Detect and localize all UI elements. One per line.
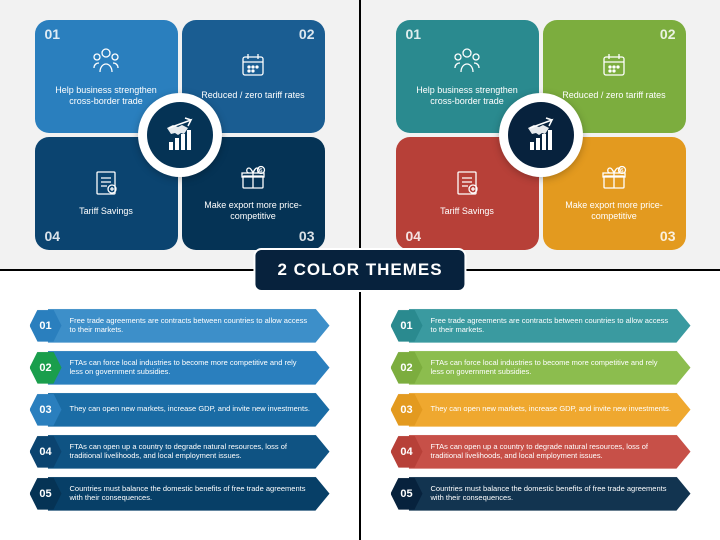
card-number: 04 [45, 228, 61, 244]
gift-icon: $ [239, 165, 267, 196]
list-item: 03 They can open new markets, increase G… [30, 392, 330, 428]
panel-top-multi: 01 Help business strengthen cross-border… [361, 0, 720, 269]
arrow-text: They can open new markets, increase GDP,… [409, 393, 691, 427]
invoice-icon [454, 169, 480, 202]
arrow-text: FTAs can force local industries to becom… [48, 351, 330, 385]
arrow-text: Free trade agreements are contracts betw… [48, 309, 330, 343]
card-label: Tariff Savings [79, 206, 133, 217]
card-number: 02 [299, 26, 315, 42]
arrow-text: FTAs can force local industries to becom… [409, 351, 691, 385]
center-badge [138, 93, 222, 177]
list-item: 03 They can open new markets, increase G… [391, 392, 691, 428]
list-item: 01 Free trade agreements are contracts b… [30, 308, 330, 344]
card-number: 01 [45, 26, 61, 42]
svg-text:$: $ [260, 168, 263, 174]
invoice-icon [93, 169, 119, 202]
arrow-text: FTAs can open up a country to degrade na… [48, 435, 330, 469]
card-number: 02 [660, 26, 676, 42]
card-number: 03 [660, 228, 676, 244]
handshake-chart-icon [147, 102, 213, 168]
quad-grid: 01 Help business strengthen cross-border… [35, 20, 325, 250]
card-number: 01 [406, 26, 422, 42]
panel-bottom-blue: 01 Free trade agreements are contracts b… [0, 271, 359, 540]
card-label: Reduced / zero tariff rates [562, 90, 665, 101]
people-icon [90, 46, 122, 79]
arrow-text: Countries must balance the domestic bene… [48, 477, 330, 511]
center-title-badge: 2 COLOR THEMES [253, 248, 466, 292]
center-badge [499, 93, 583, 177]
gift-icon: $ [600, 165, 628, 196]
card-label: Help business strengthen cross-border tr… [51, 85, 161, 107]
card-number: 03 [299, 228, 315, 244]
list-item: 02 FTAs can force local industries to be… [391, 350, 691, 386]
people-icon [451, 46, 483, 79]
arrow-text: They can open new markets, increase GDP,… [48, 393, 330, 427]
handshake-chart-icon [508, 102, 574, 168]
list-item: 01 Free trade agreements are contracts b… [391, 308, 691, 344]
arrow-text: FTAs can open up a country to degrade na… [409, 435, 691, 469]
list-item: 04 FTAs can open up a country to degrade… [391, 434, 691, 470]
card-label: Reduced / zero tariff rates [201, 90, 304, 101]
panel-bottom-multi: 01 Free trade agreements are contracts b… [361, 271, 720, 540]
arrow-list: 01 Free trade agreements are contracts b… [30, 308, 330, 512]
quad-grid: 01 Help business strengthen cross-border… [396, 20, 686, 250]
list-item: 04 FTAs can open up a country to degrade… [30, 434, 330, 470]
card-number: 04 [406, 228, 422, 244]
calendar-icon [600, 51, 628, 84]
arrow-text: Countries must balance the domestic bene… [409, 477, 691, 511]
card-label: Help business strengthen cross-border tr… [412, 85, 522, 107]
calendar-icon [239, 51, 267, 84]
card-label: Make export more price-competitive [559, 200, 669, 222]
arrow-list: 01 Free trade agreements are contracts b… [391, 308, 691, 512]
list-item: 05 Countries must balance the domestic b… [30, 476, 330, 512]
svg-text:$: $ [621, 168, 624, 174]
panel-top-blue: 01 Help business strengthen cross-border… [0, 0, 359, 269]
card-label: Tariff Savings [440, 206, 494, 217]
card-label: Make export more price-competitive [198, 200, 308, 222]
list-item: 02 FTAs can force local industries to be… [30, 350, 330, 386]
arrow-text: Free trade agreements are contracts betw… [409, 309, 691, 343]
list-item: 05 Countries must balance the domestic b… [391, 476, 691, 512]
